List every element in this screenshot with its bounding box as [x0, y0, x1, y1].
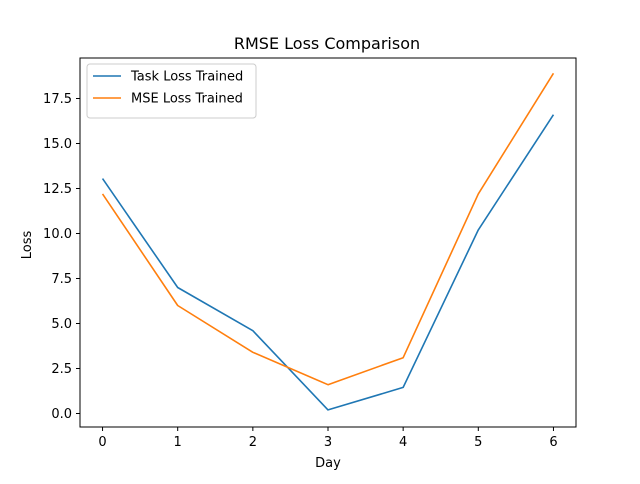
- legend: Task Loss Trained MSE Loss Trained: [86, 63, 257, 119]
- y-tick-label: 2.5: [51, 362, 72, 377]
- y-tick-label: 7.5: [51, 272, 72, 287]
- y-tick-label: 12.5: [43, 182, 72, 197]
- y-tick-label: 10.0: [43, 227, 72, 242]
- series-layer: [101, 72, 555, 411]
- x-tick-label: 2: [249, 435, 257, 450]
- x-tick-label: 3: [324, 435, 332, 450]
- y-tick-label: 0.0: [51, 407, 72, 422]
- series-line-0: [101, 114, 555, 411]
- chart-title: RMSE Loss Comparison: [234, 34, 420, 53]
- y-tick-label: 5.0: [51, 317, 72, 332]
- x-tick-label: 0: [98, 435, 106, 450]
- y-axis-label: Loss: [20, 231, 35, 260]
- series-line-1: [101, 72, 555, 386]
- legend-label: MSE Loss Trained: [131, 92, 243, 107]
- x-tick-label: 4: [399, 435, 407, 450]
- legend-label: Task Loss Trained: [130, 70, 243, 85]
- x-tick-label: 1: [174, 435, 182, 450]
- legend-box: [86, 63, 257, 119]
- x-tick-label: 6: [549, 435, 557, 450]
- y-tick-label: 15.0: [43, 137, 72, 152]
- y-axis: 0.0 2.5 5.0 7.5 10.0 12.5 15.0 17.5: [43, 92, 80, 422]
- x-tick-label: 5: [474, 435, 482, 450]
- y-tick-label: 17.5: [43, 92, 72, 107]
- x-axis: 0 1 2 3 4 5 6: [98, 427, 558, 450]
- x-axis-label: Day: [315, 456, 341, 471]
